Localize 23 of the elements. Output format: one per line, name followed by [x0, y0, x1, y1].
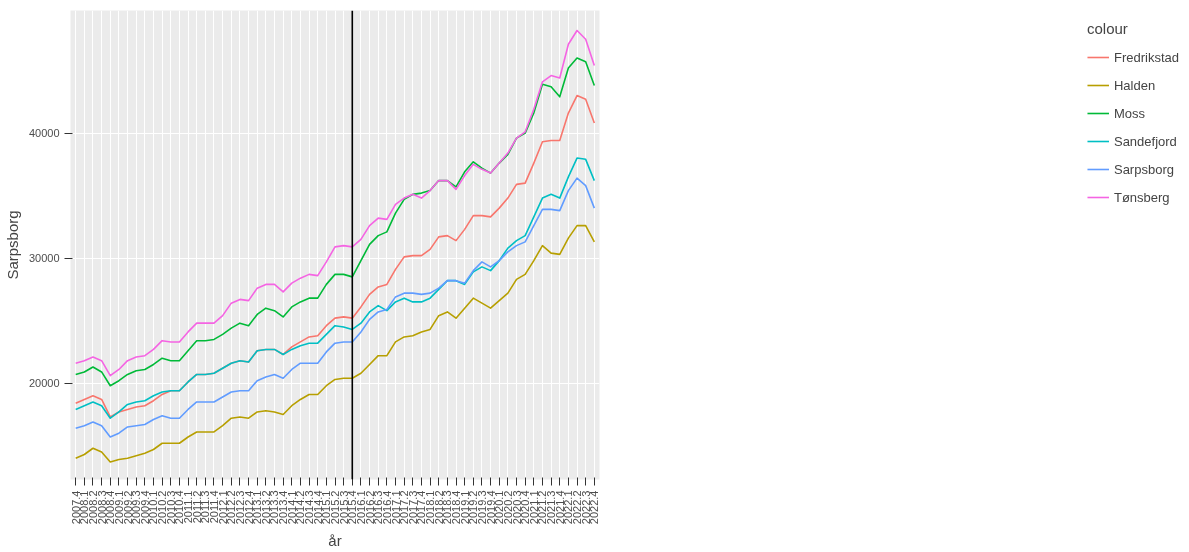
x-tick-label: 2020.1 [493, 490, 506, 525]
x-tick-label: 2009.3 [130, 490, 143, 525]
x-tick-label: 2008.4 [104, 490, 117, 525]
x-tick-label: 2022.4 [588, 490, 601, 525]
x-tick-label: 2013.1 [251, 490, 264, 525]
legend-label: Halden [1113, 77, 1156, 93]
x-tick-label: 2016.3 [372, 490, 385, 525]
legend-label: Moss [1113, 105, 1146, 121]
x-tick-label: 2012.2 [225, 490, 238, 525]
legend-title: colour [1086, 20, 1129, 37]
legend-label: Tønsberg [1113, 189, 1170, 205]
y-axis-title: Sarpsborg [3, 210, 21, 280]
legend-label: Sandefjord [1113, 133, 1177, 149]
legend-label: Fredrikstad [1113, 49, 1179, 65]
y-tick-label: 20000 [28, 377, 60, 390]
y-tick-label: 30000 [28, 252, 60, 265]
legend-label: Sarpsborg [1113, 161, 1174, 177]
x-axis-title: år [328, 532, 342, 550]
x-tick-label: 2015.4 [346, 490, 359, 525]
x-tick-label: 2019.2 [467, 490, 480, 525]
line-series [74, 224, 596, 463]
y-tick-label: 40000 [28, 127, 60, 140]
x-tick-label: 2011.3 [199, 490, 212, 524]
